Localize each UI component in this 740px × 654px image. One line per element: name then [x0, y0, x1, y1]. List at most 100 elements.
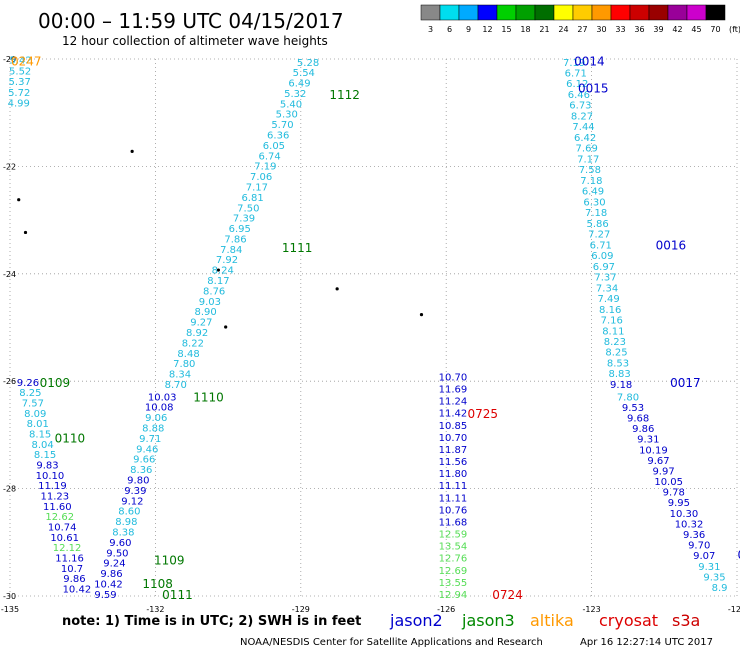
wave-height-value: 10.61 — [50, 533, 79, 544]
wave-height-value: 9.53 — [622, 403, 644, 414]
colorbar-swatch — [705, 4, 726, 21]
lon-tick-label: -120 — [728, 605, 740, 614]
wave-height-value: 7.44 — [572, 122, 594, 133]
wave-height-value: 9.18 — [610, 380, 632, 391]
wave-height-value: 9.07 — [693, 551, 715, 562]
wave-height-value: 12.76 — [439, 554, 468, 565]
colorbar-tick-label: 24 — [558, 25, 568, 34]
wave-height-value: 7.18 — [585, 208, 607, 219]
wave-height-value: 10.7 — [61, 564, 83, 575]
wave-height-value: 8.76 — [203, 286, 225, 297]
track-jason2-0014-0016: 7.196.716.126.466.738.277.446.427.697.17… — [563, 58, 632, 391]
wave-height-value: 8.11 — [602, 326, 624, 337]
wave-height-value: 7.57 — [22, 398, 44, 409]
wave-height-value: 9.97 — [652, 466, 674, 477]
wave-height-value: 13.55 — [439, 578, 468, 589]
legend-jason3: jason3 — [461, 611, 515, 630]
colorbar-tick-label: 39 — [653, 25, 663, 34]
wave-height-value: 8.53 — [607, 358, 629, 369]
pass-label-jason2: 001 — [737, 548, 740, 562]
wave-height-value: 9.86 — [63, 574, 85, 585]
footer-timestamp: Apr 16 12:27:14 UTC 2017 — [580, 637, 713, 648]
wave-height-value: 5.72 — [8, 88, 30, 99]
wave-height-value: 7.86 — [224, 234, 246, 245]
wave-height-value: 10.10 — [36, 471, 65, 482]
legend-altika: altika — [530, 611, 574, 630]
colorbar-swatch — [534, 4, 555, 21]
wave-height-value: 10.85 — [439, 421, 468, 432]
wave-height-value: 8.01 — [27, 419, 49, 430]
pass-label-jason3: 0109 — [40, 376, 71, 390]
wave-height-value: 13.54 — [439, 542, 468, 553]
wave-height-value: 9.59 — [94, 590, 116, 601]
lon-tick-label: -126 — [437, 605, 455, 614]
wave-height-value: 5.54 — [293, 68, 315, 79]
wave-height-value: 9.95 — [668, 498, 690, 509]
colorbar-tick-label: 33 — [615, 25, 625, 34]
lon-tick-label: -135 — [1, 605, 19, 614]
wave-height-value: 11.11 — [439, 493, 468, 504]
wave-height-value: 7.19 — [563, 58, 585, 69]
island-cluster-a — [130, 149, 134, 153]
colorbar-tick-label: 36 — [634, 25, 644, 34]
wave-height-value: 9.27 — [190, 318, 212, 329]
colorbar-swatch — [591, 4, 612, 21]
wave-height-value: 8.25 — [605, 348, 627, 359]
wave-height-value: 9.46 — [136, 444, 158, 455]
wave-height-value: 8.23 — [604, 337, 626, 348]
wave-height-value: 8.17 — [207, 276, 229, 287]
lat-tick-label: -28 — [3, 485, 16, 494]
island-e — [335, 287, 339, 291]
wave-height-value: 5.40 — [280, 99, 302, 110]
wave-height-value: 5.86 — [587, 219, 609, 230]
wave-height-value: 11.69 — [439, 385, 468, 396]
wave-height-value: 9.83 — [36, 461, 58, 472]
wave-height-value: 7.84 — [220, 245, 242, 256]
colorbar-swatch — [477, 4, 498, 21]
wave-height-value: 4.99 — [8, 99, 30, 110]
wave-height-value: 8.15 — [29, 429, 51, 440]
wave-height-value: 7.92 — [216, 255, 238, 266]
wave-height-value: 5.70 — [271, 120, 293, 131]
wave-height-value: 10.42 — [94, 580, 123, 591]
map-islands — [17, 149, 424, 329]
pass-label-jason3: 1112 — [329, 88, 360, 102]
colorbar-tick-label: 12 — [482, 25, 492, 34]
colorbar-swatch — [553, 4, 574, 21]
colorbar-swatch — [420, 4, 441, 21]
wave-height-value: 7.50 — [237, 203, 259, 214]
wave-height-value: 8.25 — [19, 388, 41, 399]
island-d — [216, 268, 221, 272]
island-cluster-b — [17, 198, 21, 202]
wave-height-value: 8.60 — [118, 507, 140, 518]
satellite-legend: jason2 jason3 altika cryosat s3a — [389, 611, 700, 630]
colorbar-swatch — [610, 4, 631, 21]
footer-note: note: 1) Time is in UTC; 2) SWH is in fe… — [62, 614, 361, 629]
wave-height-value: 8.70 — [165, 380, 187, 391]
wave-height-value: 11.11 — [439, 481, 468, 492]
colorbar-legend: 3 6 9 12 15 18 21 24 27 30 33 36 39 42 45 70 (ft) — [420, 4, 740, 34]
wave-height-value: 8.9 — [712, 583, 728, 594]
colorbar-swatch — [515, 4, 536, 21]
colorbar-swatch — [439, 4, 460, 21]
wave-height-value: 9.60 — [109, 538, 131, 549]
wave-height-value: 7.18 — [580, 176, 602, 187]
wave-height-value: 9.68 — [627, 413, 649, 424]
colorbar-swatch — [496, 4, 517, 21]
colorbar-swatch — [686, 4, 707, 21]
wave-height-value: 9.31 — [637, 435, 659, 446]
wave-height-value: 7.34 — [596, 283, 618, 294]
wave-height-value: 10.19 — [639, 445, 668, 456]
wave-height-value: 5.52 — [9, 66, 31, 77]
wave-height-value: 6.95 — [229, 224, 251, 235]
wave-height-value: 8.88 — [142, 424, 164, 435]
wave-height-value: 10.32 — [675, 519, 704, 530]
colorbar-swatch — [667, 4, 688, 21]
wave-height-value: 9.36 — [683, 530, 705, 541]
lat-tick-label: -30 — [3, 592, 16, 601]
wave-height-value: 5.42 — [10, 56, 32, 67]
colorbar-swatch — [629, 4, 650, 21]
track-jason2-0017: 7.809.539.689.869.3110.199.679.9710.059.… — [617, 392, 728, 594]
colorbar-tick-label: 30 — [596, 25, 606, 34]
